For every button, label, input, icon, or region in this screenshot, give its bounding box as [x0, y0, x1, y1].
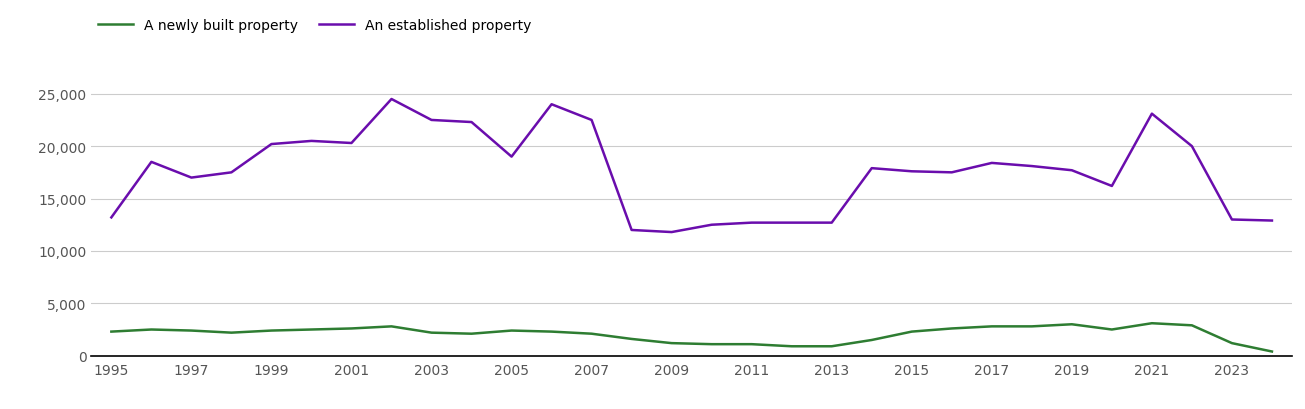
A newly built property — [703, 342, 719, 347]
An established property — [544, 103, 560, 108]
An established property — [1265, 218, 1280, 223]
An established property — [1064, 169, 1079, 173]
Line: A newly built property: A newly built property — [111, 324, 1272, 352]
An established property — [103, 216, 119, 220]
A newly built property — [823, 344, 839, 349]
An established property — [504, 155, 519, 160]
An established property — [624, 228, 639, 233]
A newly built property — [1184, 323, 1199, 328]
A newly built property — [904, 329, 920, 334]
An established property — [264, 142, 279, 147]
A newly built property — [103, 329, 119, 334]
An established property — [984, 161, 1000, 166]
A newly built property — [504, 328, 519, 333]
A newly built property — [1224, 341, 1240, 346]
A newly built property — [1265, 349, 1280, 354]
A newly built property — [264, 328, 279, 333]
A newly built property — [864, 338, 880, 343]
An established property — [223, 171, 239, 175]
An established property — [904, 169, 920, 174]
An established property — [664, 230, 680, 235]
A newly built property — [944, 326, 959, 331]
Legend: A newly built property, An established property: A newly built property, An established p… — [98, 18, 531, 32]
An established property — [744, 220, 760, 225]
A newly built property — [664, 341, 680, 346]
A newly built property — [304, 327, 320, 332]
An established property — [343, 141, 359, 146]
A newly built property — [223, 330, 239, 335]
An established property — [944, 171, 959, 175]
An established property — [1104, 184, 1120, 189]
An established property — [784, 220, 800, 225]
An established property — [184, 176, 200, 181]
A newly built property — [544, 329, 560, 334]
An established property — [1184, 144, 1199, 149]
A newly built property — [624, 337, 639, 342]
An established property — [304, 139, 320, 144]
An established property — [384, 97, 399, 102]
An established property — [1024, 164, 1040, 169]
A newly built property — [984, 324, 1000, 329]
A newly built property — [424, 330, 440, 335]
A newly built property — [744, 342, 760, 347]
An established property — [823, 220, 839, 225]
An established property — [424, 118, 440, 123]
A newly built property — [1104, 327, 1120, 332]
An established property — [864, 166, 880, 171]
A newly built property — [144, 327, 159, 332]
A newly built property — [343, 326, 359, 331]
Line: An established property: An established property — [111, 100, 1272, 232]
A newly built property — [784, 344, 800, 349]
A newly built property — [184, 328, 200, 333]
A newly built property — [1064, 322, 1079, 327]
An established property — [1224, 218, 1240, 222]
An established property — [583, 118, 599, 123]
An established property — [144, 160, 159, 165]
An established property — [463, 120, 479, 125]
An established property — [1144, 112, 1160, 117]
A newly built property — [1144, 321, 1160, 326]
A newly built property — [1024, 324, 1040, 329]
A newly built property — [463, 331, 479, 336]
An established property — [703, 223, 719, 228]
A newly built property — [583, 331, 599, 336]
A newly built property — [384, 324, 399, 329]
